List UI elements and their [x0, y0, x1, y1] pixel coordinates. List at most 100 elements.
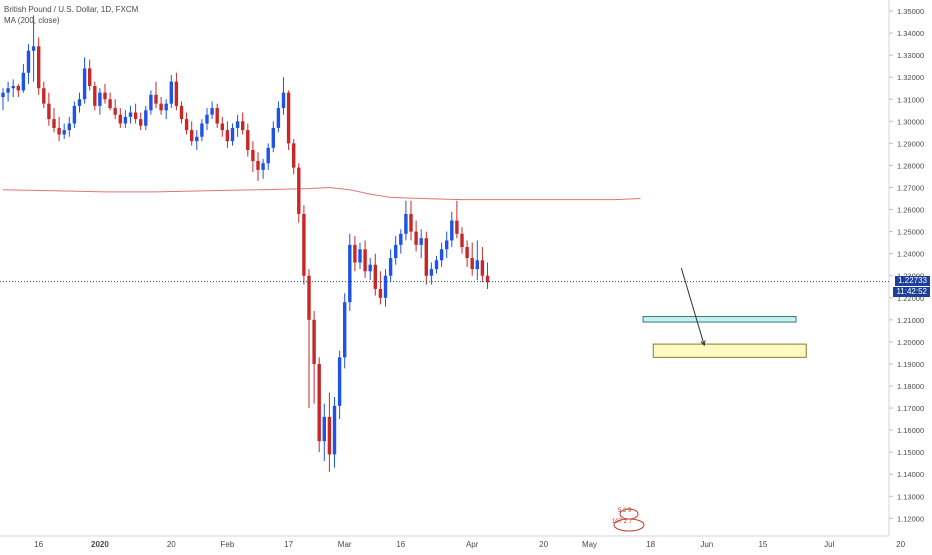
candle-body — [11, 86, 15, 89]
candle-body — [281, 92, 286, 109]
x-tick-label: 20 — [896, 540, 905, 549]
candle — [373, 253, 377, 296]
candle — [292, 138, 296, 175]
candle — [205, 108, 209, 131]
candle-body — [98, 92, 102, 106]
candle — [108, 92, 112, 111]
candle-body — [88, 68, 92, 87]
candle-body — [26, 50, 31, 73]
candle-body — [246, 130, 250, 150]
candle — [220, 116, 224, 137]
candle — [358, 242, 362, 270]
candle-body — [358, 249, 362, 263]
candle-body — [42, 88, 46, 104]
candle — [439, 242, 444, 267]
candle-body — [286, 92, 291, 144]
y-tick-label: 1.22000 — [897, 294, 924, 303]
candle — [190, 121, 194, 146]
candle-body — [353, 244, 357, 263]
candle — [174, 72, 179, 111]
candle-body — [241, 121, 245, 131]
candle-body — [139, 119, 143, 126]
candle — [113, 99, 117, 120]
candle — [399, 229, 403, 254]
candle — [169, 74, 173, 109]
candle — [317, 357, 321, 453]
candle — [72, 101, 77, 128]
candle-body — [307, 275, 311, 320]
candle-body — [378, 288, 383, 298]
candle-body — [399, 233, 403, 245]
candle-body — [317, 363, 321, 442]
x-tick-label: Mar — [338, 540, 352, 549]
candle — [37, 37, 41, 95]
y-tick-label: 1.35000 — [897, 7, 924, 16]
events-badge-bottom: 107 2 7 — [612, 519, 633, 525]
candle-body — [190, 130, 194, 142]
candle-body — [128, 112, 133, 117]
candle — [82, 57, 87, 104]
candle — [485, 262, 490, 289]
candle-body — [67, 123, 71, 131]
y-tick-label: 1.12000 — [897, 514, 924, 523]
candle — [404, 200, 408, 241]
x-tick-label: 20 — [539, 540, 548, 549]
candle — [337, 350, 342, 420]
candle-body — [363, 249, 367, 272]
candle — [93, 81, 97, 111]
candle-body — [149, 94, 153, 111]
x-tick-label: May — [582, 540, 597, 549]
chart-legend: British Pound / U.S. Dollar, 1D, FXCM MA… — [4, 4, 138, 26]
candle — [480, 247, 485, 283]
candle — [21, 63, 26, 93]
y-tick-label: 1.21000 — [897, 316, 924, 325]
candle — [348, 233, 352, 312]
candle-body — [215, 108, 219, 124]
candle-body — [174, 81, 179, 106]
candle — [266, 143, 270, 170]
y-tick-label: 1.24000 — [897, 250, 924, 259]
candle-body — [210, 108, 214, 115]
y-tick-label: 1.31000 — [897, 95, 924, 104]
candle — [52, 108, 56, 133]
candle — [256, 152, 260, 181]
candle-body — [297, 167, 301, 214]
candle — [42, 81, 46, 109]
candle — [133, 103, 138, 124]
candle-body — [52, 119, 56, 128]
candle-body — [77, 99, 82, 106]
candle — [470, 242, 474, 276]
candle — [409, 200, 413, 241]
candle — [184, 112, 189, 135]
candle — [144, 105, 148, 131]
candle-body — [424, 238, 428, 276]
candle-body — [332, 405, 337, 455]
candle-body — [164, 103, 168, 111]
candle-body — [475, 260, 479, 270]
candle — [230, 123, 235, 146]
candle — [77, 92, 82, 113]
candle — [383, 269, 388, 307]
candle-body — [261, 163, 265, 170]
y-tick-label: 1.17000 — [897, 404, 924, 413]
candle-body — [57, 127, 61, 135]
y-tick-label: 1.14000 — [897, 470, 924, 479]
events-badge[interactable]: 5 2 9 107 2 7 — [612, 508, 646, 534]
candle-body — [225, 130, 230, 142]
candle — [98, 88, 102, 115]
candle — [368, 258, 372, 281]
symbol-title: British Pound / U.S. Dollar, 1D, FXCM — [4, 5, 139, 14]
y-tick-label: 1.30000 — [897, 117, 924, 126]
candle — [246, 123, 250, 157]
candle — [271, 121, 275, 153]
candle-body — [409, 213, 413, 232]
candle-body — [450, 220, 454, 241]
projection-arrow — [680, 267, 705, 346]
candle — [327, 392, 332, 473]
y-tick-label: 1.28000 — [897, 161, 924, 170]
candle-body — [230, 127, 235, 142]
candle-body — [154, 94, 158, 104]
events-badge-top: 5 2 9 — [618, 508, 632, 514]
